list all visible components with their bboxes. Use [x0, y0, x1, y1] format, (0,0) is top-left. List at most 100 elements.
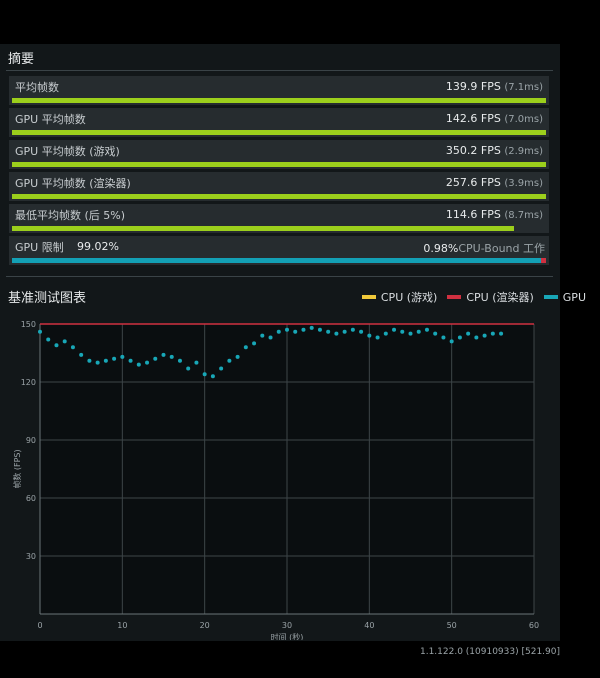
- legend-label: CPU (游戏): [380, 291, 438, 304]
- section-divider: [6, 276, 553, 277]
- row-label: 平均帧数: [15, 81, 59, 94]
- legend-label: GPU: [562, 290, 586, 304]
- gpu-data-point: [153, 356, 158, 361]
- progress-bar: [12, 226, 514, 231]
- summary-row-gpu-avg: GPU 平均帧数 142.6 FPS (7.0ms): [9, 108, 549, 137]
- legend-gpu: GPU: [543, 289, 586, 305]
- gpu-data-point: [326, 329, 331, 334]
- cpu-bound-value: 0.98%CPU-Bound 工作: [423, 240, 545, 256]
- gpu-data-point: [38, 329, 42, 334]
- gpu-data-point: [499, 331, 504, 336]
- legend-swatch: [543, 295, 558, 299]
- y-axis-label: 帧数 (FPS): [12, 449, 22, 488]
- y-tick-label: 150: [21, 320, 36, 329]
- ms-value: (3.9ms): [504, 178, 543, 189]
- ms-value: (7.0ms): [504, 114, 543, 125]
- gpu-data-point: [103, 358, 108, 363]
- legend-swatch: [447, 295, 462, 299]
- gpu-data-point: [375, 335, 380, 340]
- gpu-data-point: [285, 327, 289, 332]
- gpu-data-point: [433, 331, 438, 336]
- gpu-data-point: [408, 331, 413, 336]
- gpu-data-point: [95, 360, 100, 365]
- row-label: GPU 平均帧数 (渲染器): [15, 177, 131, 190]
- gpu-data-point: [177, 358, 182, 363]
- progress-bar: [12, 130, 546, 135]
- gpu-data-point: [54, 343, 59, 348]
- gpu-data-point: [120, 354, 125, 359]
- x-tick-label: 20: [200, 621, 210, 630]
- gpu-data-point: [194, 360, 199, 365]
- summary-divider: [6, 70, 553, 71]
- gpu-data-point: [260, 333, 265, 338]
- legend-cpu-game: CPU (游戏): [361, 289, 438, 305]
- summary-row-gpu-renderer: GPU 平均帧数 (渲染器) 257.6 FPS (3.9ms): [9, 172, 549, 201]
- gpu-data-point: [334, 331, 339, 336]
- gpu-data-point: [186, 366, 191, 371]
- gpu-data-point: [342, 329, 347, 334]
- x-tick-label: 30: [282, 621, 292, 630]
- gpu-data-point: [112, 356, 117, 361]
- legend-cpu-renderer: CPU (渲染器): [447, 289, 534, 305]
- gpu-data-point: [79, 352, 84, 357]
- y-tick-label: 60: [26, 494, 36, 503]
- gpu-data-point: [490, 331, 495, 336]
- gpu-data-point: [482, 333, 487, 338]
- x-axis-label: 时间 (秒): [271, 632, 304, 640]
- gpu-data-point: [457, 335, 462, 340]
- fps-value: 257.6 FPS: [445, 176, 501, 189]
- gpu-data-point: [441, 335, 446, 340]
- x-tick-label: 10: [117, 621, 127, 630]
- legend-swatch: [361, 295, 376, 299]
- x-tick-label: 50: [447, 621, 457, 630]
- gpu-data-point: [235, 354, 240, 359]
- gpu-data-point: [449, 339, 454, 344]
- y-tick-label: 90: [26, 436, 36, 445]
- gpu-data-point: [87, 358, 92, 363]
- gpu-percent: 99.02%: [77, 240, 119, 253]
- y-tick-label: 120: [21, 378, 36, 387]
- gpu-data-point: [276, 329, 281, 334]
- gpu-data-point: [416, 329, 421, 334]
- row-value: 350.2 FPS (2.9ms): [446, 144, 543, 157]
- row-value: 142.6 FPS (7.0ms): [446, 112, 543, 125]
- version-text: 1.1.122.0 (10910933) [521.90]: [419, 647, 560, 657]
- gpu-data-point: [128, 358, 133, 363]
- benchmark-chart: 30 60 90 120 150 0 10 20 30 40 50 60 时间 (秒) 帧数 (FPS): [12, 320, 539, 640]
- gpu-data-point: [62, 339, 67, 344]
- gpu-data-point: [136, 362, 141, 367]
- cpu-percent: 0.98%: [423, 242, 459, 255]
- gpu-data-point: [293, 329, 298, 334]
- gpu-data-point: [424, 327, 429, 332]
- gpu-data-point: [392, 327, 397, 332]
- legend-label: CPU (渲染器): [466, 291, 534, 304]
- gpu-data-point: [317, 327, 322, 332]
- fps-value: 142.6 FPS: [445, 112, 501, 125]
- gpu-data-point: [210, 374, 215, 379]
- ms-value: (8.7ms): [504, 210, 543, 221]
- gpu-data-point: [400, 329, 405, 334]
- gpu-data-point: [367, 333, 372, 338]
- row-value: 114.6 FPS (8.7ms): [446, 208, 543, 221]
- fps-value: 114.6 FPS: [445, 208, 501, 221]
- chart-legend: CPU (游戏) CPU (渲染器) GPU: [361, 289, 586, 305]
- row-value: 257.6 FPS (3.9ms): [446, 176, 543, 189]
- gpu-data-point: [350, 327, 355, 332]
- gpu-data-point: [202, 372, 207, 377]
- chart-title: 基准测试图表: [8, 291, 87, 306]
- fps-value: 139.9 FPS: [445, 80, 501, 93]
- gpu-data-point: [145, 360, 150, 365]
- progress-bar: [12, 194, 546, 199]
- y-tick-label: 30: [26, 552, 36, 561]
- gpu-data-point: [309, 325, 314, 330]
- gpu-data-point: [227, 358, 232, 363]
- x-tick-label: 60: [529, 621, 539, 630]
- gpu-data-point: [301, 327, 306, 332]
- gpu-data-point: [169, 354, 174, 359]
- row-label: GPU 平均帧数 (游戏): [15, 145, 120, 158]
- row-label: GPU 限制: [15, 241, 64, 254]
- gpu-data-point: [161, 352, 166, 357]
- ms-value: (7.1ms): [504, 82, 543, 93]
- summary-title: 摘要: [8, 52, 35, 67]
- cpu-bound-segment: [541, 258, 546, 263]
